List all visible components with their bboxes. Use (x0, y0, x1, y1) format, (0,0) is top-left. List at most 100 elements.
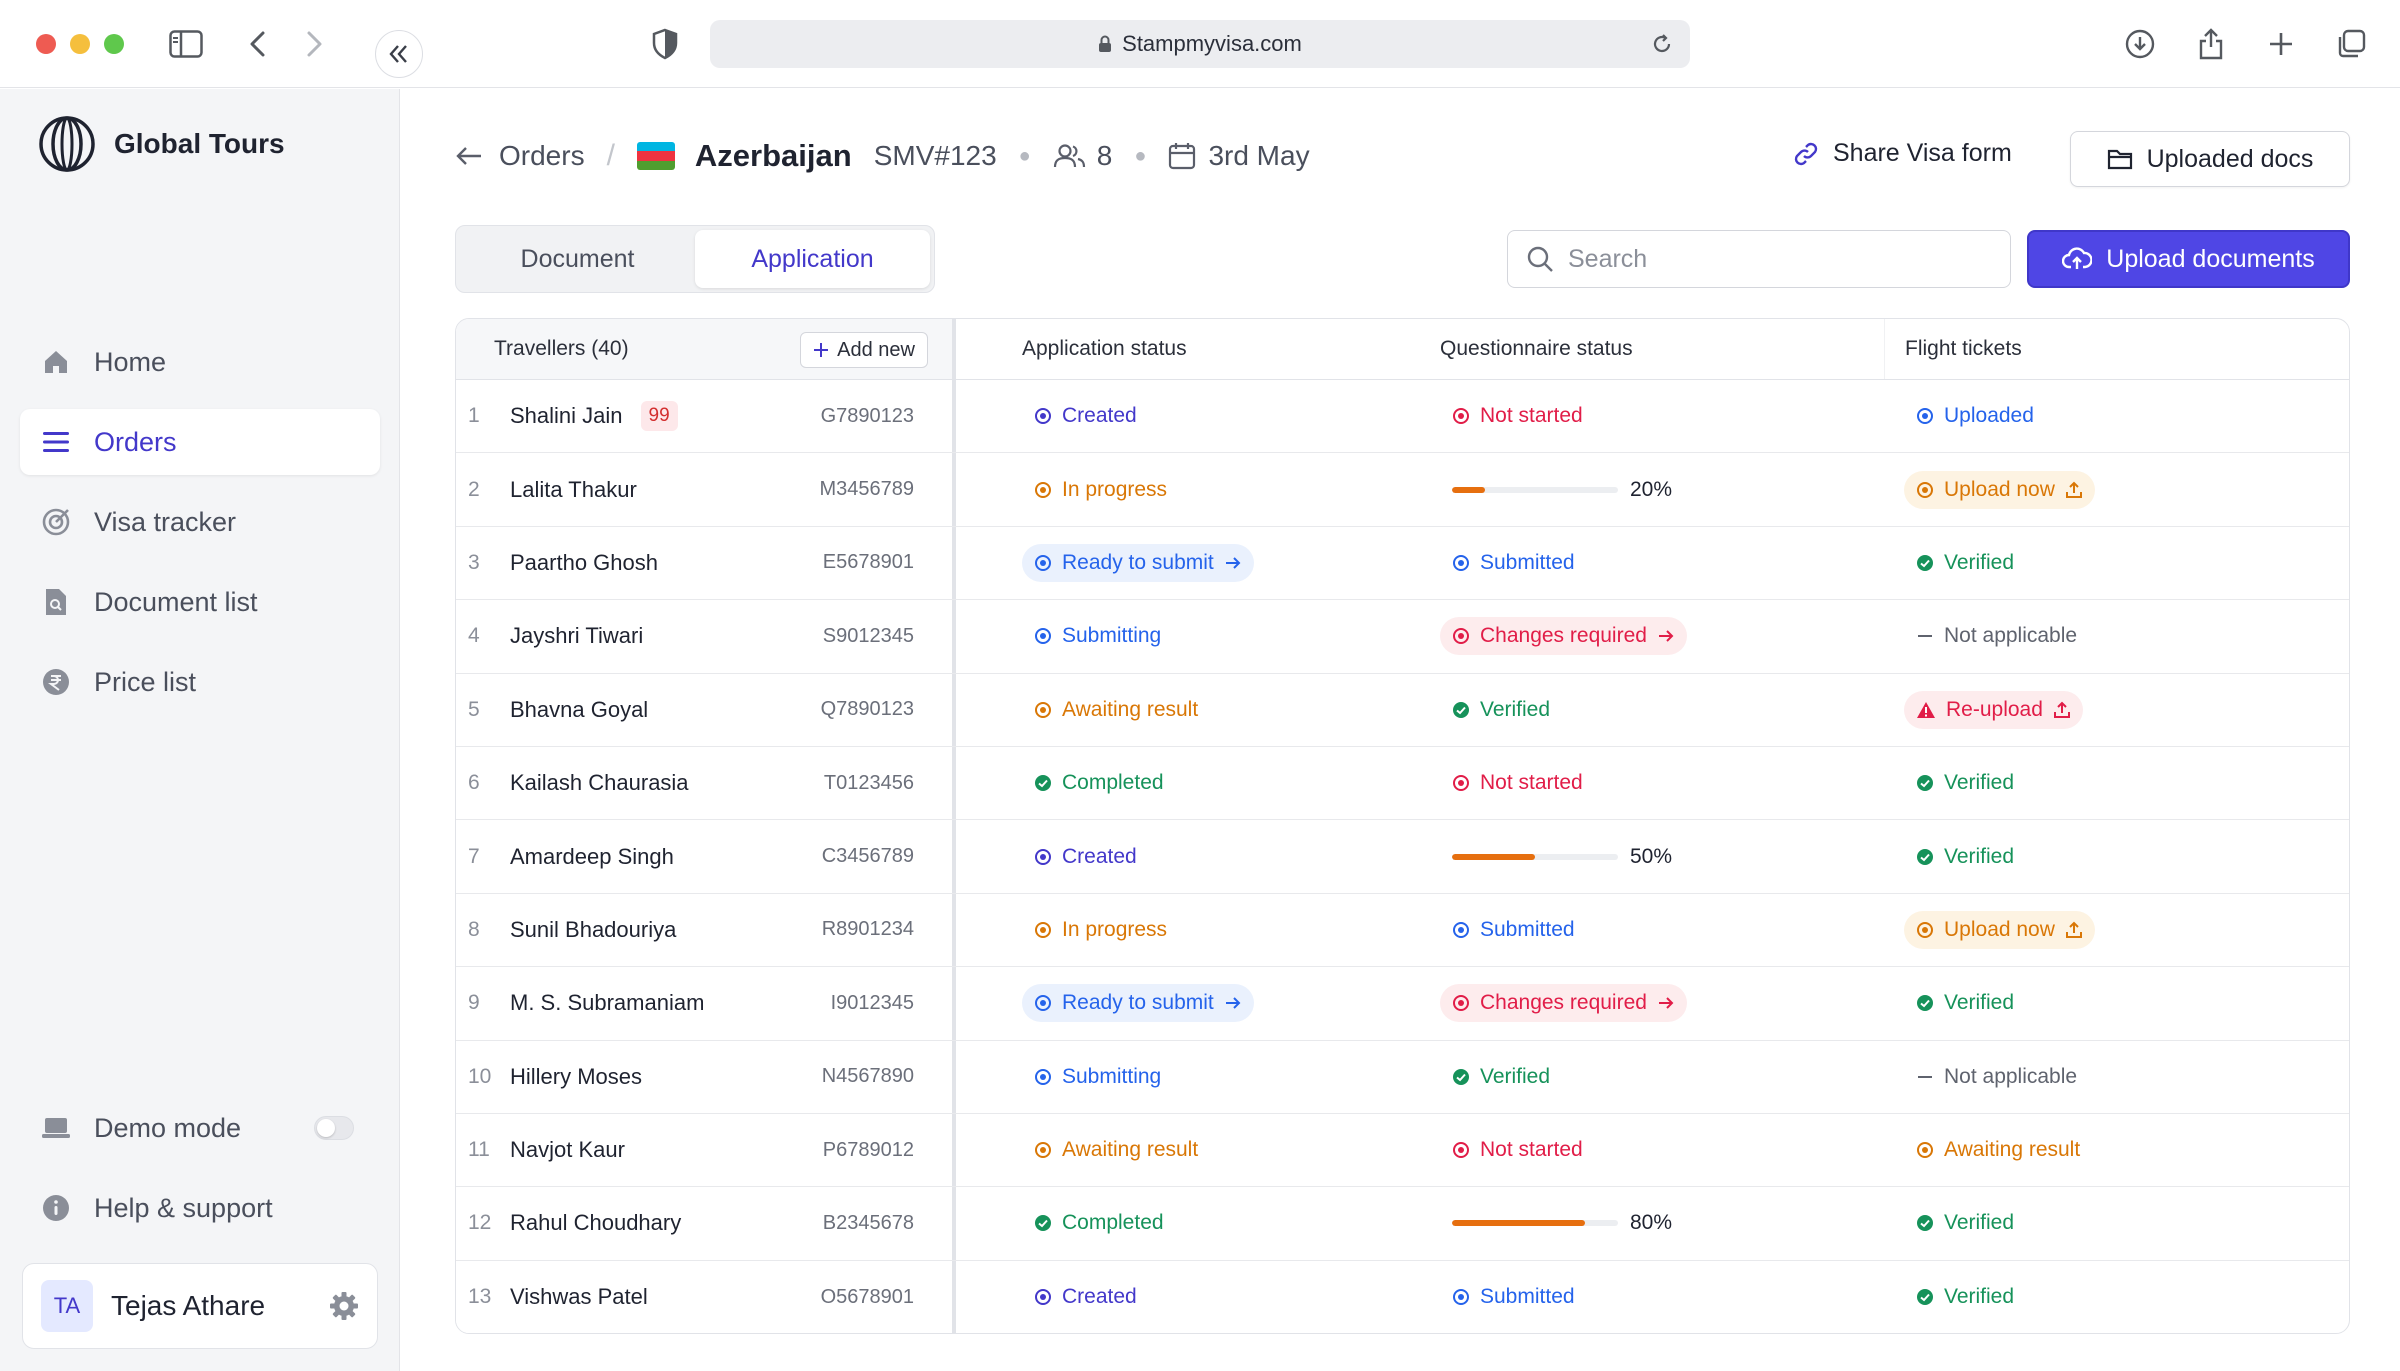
notification-badge: 99 (640, 401, 678, 432)
status-dot-icon (1916, 481, 1934, 499)
traveller-name[interactable]: Kailash Chaurasia (510, 770, 689, 796)
search-box[interactable] (1507, 230, 2011, 288)
table-row[interactable]: 10 Hillery Moses N4567890 Submitting Verifie… (456, 1040, 2349, 1114)
row-number: 11 (468, 1138, 490, 1162)
status-label: Awaiting result (1944, 1138, 2081, 1162)
sidebar-item-home[interactable]: Home (20, 329, 380, 395)
sidebar-item-price-list[interactable]: Price list (20, 649, 380, 715)
brand[interactable]: Global Tours (38, 115, 285, 173)
sidebar-item-help[interactable]: Help & support (20, 1175, 380, 1241)
share-visa-form-link[interactable]: Share Visa form (1793, 139, 2012, 168)
application-status[interactable]: Ready to submit (1022, 984, 1254, 1023)
user-card[interactable]: TA Tejas Athare (22, 1263, 378, 1349)
sidebar-item-visa-tracker[interactable]: Visa tracker (20, 489, 380, 555)
column-divider (952, 1040, 956, 1113)
check-circle-icon (1916, 554, 1934, 572)
traveller-name[interactable]: Rahul Choudhary (510, 1210, 682, 1236)
questionnaire-status[interactable]: Changes required (1440, 617, 1687, 656)
status-label: Verified (1944, 844, 2015, 868)
uploaded-docs-label: Uploaded docs (2146, 144, 2314, 173)
passport-number: C3456789 (821, 845, 914, 868)
application-status-cell: Completed (956, 1187, 1420, 1259)
search-input[interactable] (1568, 244, 1968, 274)
traveller-name[interactable]: Sunil Bhadouriya (510, 916, 677, 942)
traveller-name[interactable]: Jayshri Tiwari (510, 623, 644, 649)
application-status: Awaiting result (1022, 1131, 1210, 1169)
table-row[interactable]: 11 Navjot Kaur P6789012 Awaiting result Not … (456, 1113, 2349, 1188)
address-bar[interactable]: Stampmyvisa.com (710, 20, 1690, 68)
view-tabs: Document Application (455, 225, 935, 293)
table-row[interactable]: 5 Bhavna Goyal Q7890123 Awaiting result Veri… (456, 673, 2349, 747)
avatar: TA (41, 1280, 93, 1332)
sidebar-item-document-list[interactable]: Document list (20, 569, 380, 635)
window-close-button[interactable] (36, 34, 56, 54)
traveller-name[interactable]: Bhavna Goyal (510, 696, 649, 722)
flight-ticket-status[interactable]: Upload now (1904, 910, 2095, 949)
traveller-name[interactable]: Shalini Jain (510, 403, 623, 429)
status-label: Verified (1944, 1285, 2015, 1309)
privacy-shield-icon[interactable] (645, 24, 685, 64)
reload-icon[interactable] (1650, 32, 1674, 56)
table-row[interactable]: 4 Jayshri Tiwari S9012345 Submitting Changes… (456, 600, 2349, 674)
flight-ticket-status: Verified (1904, 764, 2026, 802)
questionnaire-status[interactable]: Changes required (1440, 984, 1687, 1023)
traveller-name[interactable]: Navjot Kaur (510, 1137, 625, 1163)
table-row[interactable]: 13 Vishwas Patel O5678901 Created Submitted V… (456, 1260, 2349, 1333)
status-dot-icon (1452, 627, 1470, 645)
demo-mode-toggle[interactable] (314, 1116, 354, 1140)
gear-icon[interactable] (329, 1291, 359, 1321)
table-row[interactable]: 12 Rahul Choudhary B2345678 Completed 80% Ver… (456, 1187, 2349, 1261)
application-status[interactable]: Ready to submit (1022, 543, 1254, 582)
flight-ticket-status[interactable]: Upload now (1904, 470, 2095, 509)
uploaded-docs-button[interactable]: Uploaded docs (2070, 131, 2350, 187)
flight-ticket-status: Uploaded (1904, 397, 2046, 435)
arrow-left-icon (456, 147, 481, 165)
table-row[interactable]: 7 Amardeep Singh C3456789 Created 50% Verifie… (456, 820, 2349, 894)
add-new-button[interactable]: Add new (800, 332, 928, 368)
status-dot-icon (1916, 1141, 1934, 1159)
traveller-name[interactable]: Amardeep Singh (510, 843, 674, 869)
collapse-sidebar-button[interactable] (375, 30, 423, 78)
azerbaijan-flag-icon (636, 142, 675, 170)
upload-icon (2053, 701, 2071, 719)
sidebar-toggle-icon[interactable] (166, 24, 206, 64)
table-row[interactable]: 1 Shalini Jain 99 G7890123 Created Not starte… (456, 380, 2349, 454)
sidebar: Global Tours Home Orders Visa tracker Do… (0, 89, 400, 1371)
tab-document[interactable]: Document (520, 244, 635, 273)
window-zoom-button[interactable] (104, 34, 124, 54)
main-content: Orders / Azerbaijan SMV#123 ● 8 ● 3rd Ma… (401, 89, 2400, 1371)
window-minimize-button[interactable] (70, 34, 90, 54)
table-row[interactable]: 2 Lalita Thakur M3456789 In progress 20% Uplo… (456, 453, 2349, 527)
traveller-name[interactable]: M. S. Subramaniam (510, 990, 705, 1016)
table-row[interactable]: 6 Kailash Chaurasia T0123456 Completed Not s… (456, 746, 2349, 821)
traveller-name[interactable]: Vishwas Patel (510, 1284, 648, 1310)
table-row[interactable]: 8 Sunil Bhadouriya R8901234 In progress Subm… (456, 893, 2349, 968)
tab-overview-icon[interactable] (2331, 24, 2371, 64)
traveller-cell: 8 Sunil Bhadouriya R8901234 (456, 893, 952, 967)
new-tab-icon[interactable] (2261, 24, 2301, 64)
column-divider (952, 319, 956, 379)
tab-application[interactable]: Application (695, 230, 930, 288)
share-icon[interactable] (2191, 24, 2231, 64)
table-row[interactable]: 9 M. S. Subramaniam I9012345 Ready to submi… (456, 967, 2349, 1041)
traveller-name[interactable]: Paartho Ghosh (510, 549, 658, 575)
sidebar-item-demo-mode[interactable]: Demo mode (20, 1095, 380, 1161)
order-header: Orders / Azerbaijan SMV#123 ● 8 ● 3rd Ma… (455, 131, 1310, 181)
forward-arrow-icon[interactable] (294, 24, 334, 64)
application-status: Created (1022, 1278, 1149, 1316)
flight-tickets-cell: Verified (1884, 820, 2349, 892)
upload-documents-button[interactable]: Upload documents (2027, 230, 2350, 288)
check-circle-icon (1916, 774, 1934, 792)
download-icon[interactable] (2120, 24, 2160, 64)
flight-ticket-status[interactable]: Re-upload (1904, 690, 2083, 729)
back-arrow-icon[interactable] (238, 24, 278, 64)
status-label: Upload now (1944, 917, 2055, 941)
column-divider (952, 820, 956, 893)
table-row[interactable]: 3 Paartho Ghosh E5678901 Ready to submit Sub… (456, 526, 2349, 601)
traveller-name[interactable]: Hillery Moses (510, 1063, 643, 1089)
arrow-right-icon (1657, 995, 1675, 1011)
back-to-orders-link[interactable]: Orders (455, 140, 585, 172)
traveller-name[interactable]: Lalita Thakur (510, 476, 637, 502)
sidebar-item-orders[interactable]: Orders (20, 409, 380, 475)
flight-ticket-status: Verified (1904, 1278, 2026, 1316)
